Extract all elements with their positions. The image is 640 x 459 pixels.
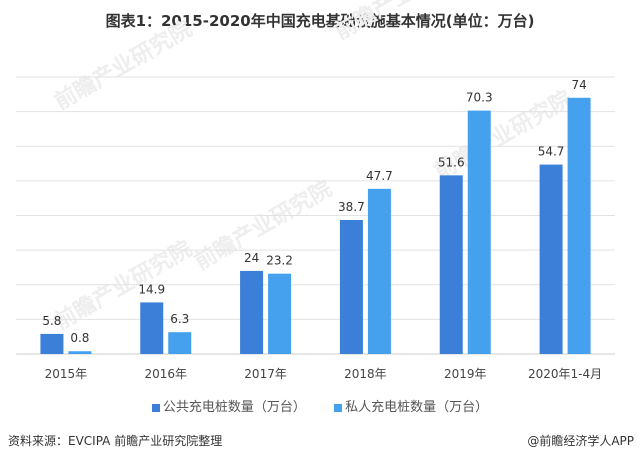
x-tick-label: 2016年 xyxy=(144,367,187,381)
data-label: 54.7 xyxy=(538,145,565,159)
watermark: 前瞻产业研究院 xyxy=(50,16,196,116)
legend-label: 私人充电桩数量（万台） xyxy=(345,400,489,415)
legend: 公共充电桩数量（万台） 私人充电桩数量（万台） xyxy=(0,396,640,415)
bar-private xyxy=(168,332,192,354)
bar-public xyxy=(240,270,264,354)
legend-label: 公共充电桩数量（万台） xyxy=(162,400,306,415)
watermark: 前瞻产业研究院 xyxy=(330,0,476,45)
data-label: 47.7 xyxy=(366,169,393,183)
data-label: 23.2 xyxy=(266,254,293,268)
data-label: 74 xyxy=(571,78,586,92)
data-label: 5.8 xyxy=(42,314,61,328)
bar-public xyxy=(140,302,164,354)
data-label: 24 xyxy=(244,251,259,265)
bar-private xyxy=(268,273,292,354)
x-tick-label: 2019年 xyxy=(444,367,487,381)
bar-private xyxy=(467,110,491,355)
bar-private xyxy=(367,188,391,354)
bar-private xyxy=(68,351,92,354)
watermark: 前瞻产业研究院 xyxy=(190,176,336,276)
x-tick-label: 2020年1-4月 xyxy=(528,367,602,381)
legend-swatch xyxy=(151,403,160,412)
bar-public xyxy=(339,220,363,354)
legend-item-public[interactable]: 公共充电桩数量（万台） xyxy=(151,396,306,415)
data-label: 0.8 xyxy=(70,331,89,345)
data-label: 14.9 xyxy=(138,282,165,296)
source-note: 资料来源：EVCIPA 前瞻产业研究院整理 xyxy=(8,434,223,448)
data-label: 6.3 xyxy=(170,312,189,326)
legend-item-private[interactable]: 私人充电桩数量（万台） xyxy=(334,396,488,415)
legend-swatch xyxy=(334,403,343,412)
chart-title: 图表1：2015-2020年中国充电基础设施基本情况(单位：万台) xyxy=(105,12,535,30)
x-tick-label: 2017年 xyxy=(244,367,287,381)
credit-note: @前瞻经济学人APP xyxy=(527,434,634,448)
x-tick-label: 2015年 xyxy=(45,367,88,381)
data-label: 70.3 xyxy=(466,91,493,105)
bar-public xyxy=(40,333,64,354)
data-label: 51.6 xyxy=(438,155,465,169)
bar-public xyxy=(539,164,563,354)
bar-public xyxy=(439,175,463,354)
x-tick-label: 2018年 xyxy=(344,367,387,381)
data-label: 38.7 xyxy=(338,200,365,214)
bar-private xyxy=(567,97,591,355)
